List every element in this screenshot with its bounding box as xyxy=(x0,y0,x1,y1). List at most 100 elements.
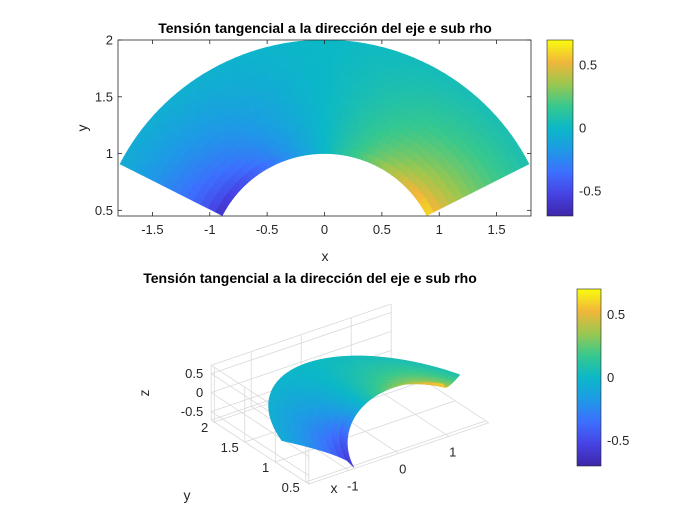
x-tick-label-2d: 0 xyxy=(321,222,328,237)
y-axis-label-2d: y xyxy=(74,125,90,132)
colorbar-tick-label: -0.5 xyxy=(607,433,629,448)
y-tick-label-2d: 0.5 xyxy=(95,203,113,218)
x-tick-label-3d: 1 xyxy=(449,444,456,459)
surface-cell-2d xyxy=(302,72,312,83)
surface-cell-2d xyxy=(317,88,325,98)
surface-cell-2d xyxy=(328,137,335,147)
y-tick-label-3d: 0.5 xyxy=(282,480,300,495)
colorbar-3d-ticks: 0.5 0 -0.5 xyxy=(607,307,629,448)
x-tick-label-2d: -0.5 xyxy=(256,222,278,237)
surface-cell-2d xyxy=(335,104,343,115)
surface-cell-2d xyxy=(324,40,334,49)
grid-line-3d xyxy=(211,331,392,393)
surface-cell-2d xyxy=(300,56,310,66)
surface-cell-2d xyxy=(334,121,342,131)
x-tick-label-2d: 1 xyxy=(436,222,443,237)
surface-cell-2d xyxy=(318,104,325,114)
surface-cell-2d xyxy=(347,49,358,59)
surface-cell-2d xyxy=(331,56,341,66)
surface-cell-3d xyxy=(438,383,446,388)
grid-line-3d xyxy=(210,411,310,476)
surface-cell-2d xyxy=(312,112,320,122)
surface-cell-2d xyxy=(315,40,325,49)
surface-cell-2d xyxy=(328,145,334,155)
axes-3d-ticks: -1 0 1 0.5 1 1.5 2 0.5 0 -0.5 xyxy=(181,366,457,495)
surface-cell-2d xyxy=(345,65,355,75)
surface-cell-2d xyxy=(330,80,339,90)
x-tick-label-2d: -1 xyxy=(204,222,216,237)
surface-cell-2d xyxy=(324,120,331,130)
colorbar-tick-label: 0.5 xyxy=(607,307,625,322)
surface-cell-2d xyxy=(337,80,346,91)
surface-cell-2d xyxy=(339,48,350,58)
y-tick-label-2d: 1 xyxy=(106,146,113,161)
x-tick-label-2d: 1.5 xyxy=(488,222,506,237)
surface-cell-2d xyxy=(324,137,330,146)
surface-cell-2d xyxy=(316,47,325,57)
surface-cell-2d xyxy=(299,48,310,58)
surface-cell-2d xyxy=(318,120,325,130)
surface-cell-2d xyxy=(316,55,325,65)
surface-cell-2d xyxy=(333,129,341,139)
surface-3d xyxy=(268,355,461,468)
y-tick-label-3d: 1 xyxy=(262,460,269,475)
x-tick-label-2d: -1.5 xyxy=(141,222,163,237)
colorbar-2d-ticks: 0.5 0 -0.5 xyxy=(579,58,601,199)
surface-cell-2d xyxy=(343,81,353,91)
surface-cell-2d xyxy=(316,64,325,73)
surface-cell-2d xyxy=(338,64,348,74)
surface-cell-2d xyxy=(328,128,336,138)
axes-2d-ticks: -1.5 -1 -0.5 0 0.5 1 1.5 0.5 1 1.5 2 xyxy=(95,33,531,237)
x-tick-label-3d: 0 xyxy=(399,461,406,476)
surface-cell-2d xyxy=(348,41,359,51)
y-tick-label-3d: 2 xyxy=(201,420,208,435)
surface-cell-2d xyxy=(319,137,325,146)
surface-cell-2d xyxy=(356,42,367,53)
colorbar-tick-label: 0.5 xyxy=(579,58,597,73)
surface-cell-2d xyxy=(313,128,321,138)
y-tick-label-2d: 1.5 xyxy=(95,89,113,104)
heatmap-2d-surface xyxy=(119,40,530,216)
surface-cell-2d xyxy=(291,49,302,59)
surface-cell-2d xyxy=(339,56,349,66)
surface-cell-2d xyxy=(333,137,340,147)
surface-cell-2d xyxy=(337,72,347,83)
y-tick-label-3d: 1.5 xyxy=(221,440,239,455)
y-tick-label-2d: 2 xyxy=(106,33,113,48)
surface-cell-2d xyxy=(336,88,345,99)
surface-cell-2d xyxy=(309,64,318,74)
surface-cell-2d xyxy=(313,120,320,130)
grid-line-3d xyxy=(275,400,456,463)
surface-cell-2d xyxy=(346,57,356,67)
surface-cell-2d xyxy=(324,80,332,90)
surface-cell-2d xyxy=(330,96,338,106)
surface-cell-2d xyxy=(354,58,364,69)
z-tick-label-3d: 0 xyxy=(196,385,203,400)
surface-cell-2d xyxy=(331,64,340,74)
axes-3d-edge xyxy=(211,303,392,366)
surface-cell-2d xyxy=(324,145,330,154)
surface-cell-2d xyxy=(329,120,336,130)
surface-cell-2d xyxy=(342,97,350,107)
surface-cell-2d xyxy=(310,80,319,90)
surface-cell-2d xyxy=(324,64,333,73)
x-tick-label-2d: 0.5 xyxy=(373,222,391,237)
surface-cell-2d xyxy=(304,88,313,99)
surface-cell-2d xyxy=(324,47,333,57)
surface-cell-2d xyxy=(324,55,333,65)
z-axis-label-3d: z xyxy=(136,390,152,397)
surface-cell-2d xyxy=(309,72,318,82)
surface-cell-2d xyxy=(290,41,301,51)
surface-cell-2d xyxy=(301,64,311,74)
surface-cell-2d xyxy=(344,73,354,83)
surface-cell-2d xyxy=(329,104,337,114)
colorbar-tick-label: 0 xyxy=(579,121,586,136)
colorbar-2d xyxy=(546,39,574,217)
surface-cell-2d xyxy=(324,128,330,138)
surface-cell-2d xyxy=(324,104,331,114)
surface-cell-2d xyxy=(319,128,325,138)
surface-cell-2d xyxy=(332,40,342,50)
axes-3d-edge xyxy=(210,419,310,485)
surface-cell-2d xyxy=(329,112,337,122)
